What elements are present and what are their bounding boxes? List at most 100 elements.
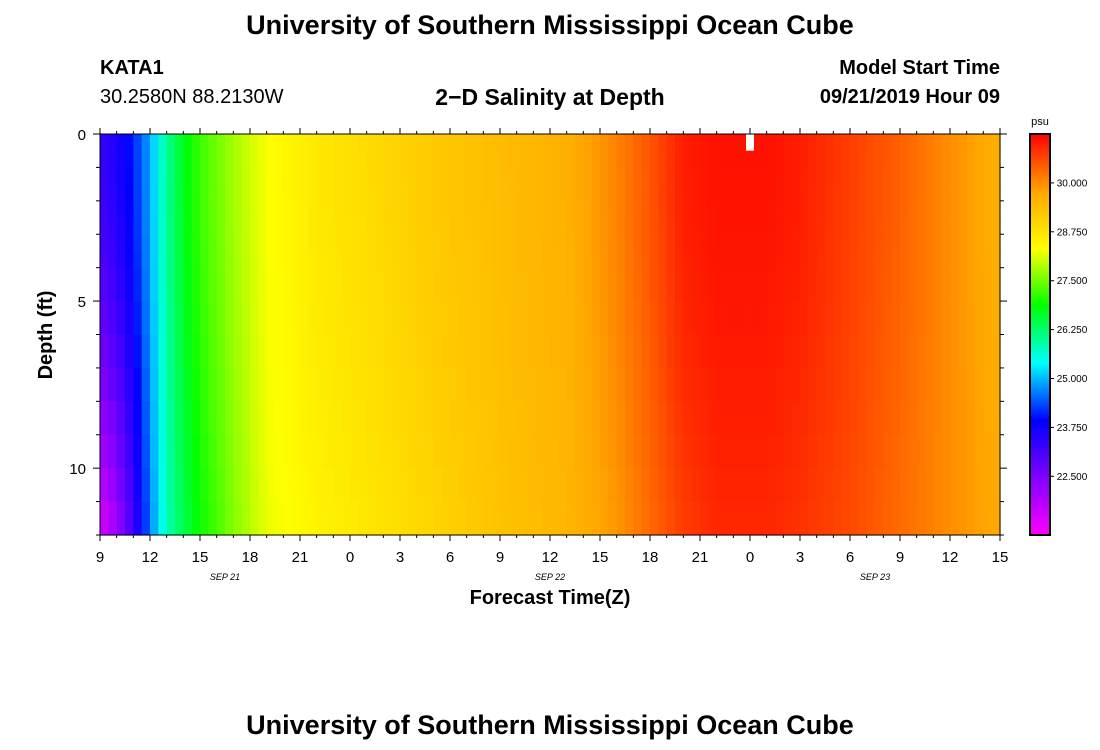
heat-cell (333, 301, 343, 336)
heat-cell (991, 301, 1001, 336)
heat-cell (533, 334, 543, 369)
heat-cell (283, 434, 293, 469)
heat-cell (608, 167, 618, 185)
heat-cell (883, 468, 893, 503)
heat-cell (358, 501, 368, 536)
heat-cell (250, 250, 259, 269)
heat-cell (325, 334, 334, 369)
heat-cell (875, 401, 884, 436)
heat-cell (741, 200, 751, 219)
heat-cell (700, 334, 709, 369)
heat-cell (925, 200, 934, 219)
heat-cell (733, 234, 743, 252)
heat-cell (691, 234, 701, 252)
heat-cell (625, 401, 634, 436)
heat-cell (250, 217, 259, 235)
heat-cell (875, 267, 884, 302)
heat-cell (258, 167, 268, 185)
heat-cell (250, 150, 259, 169)
heat-cell (733, 267, 743, 302)
heat-cell (516, 334, 526, 369)
heat-cell (950, 184, 959, 202)
heat-cell (866, 434, 876, 469)
heat-cell (516, 134, 526, 152)
heat-cell (333, 234, 343, 252)
heat-cell (658, 217, 668, 235)
heat-cell (800, 200, 809, 219)
heat-cell (566, 434, 576, 469)
heat-cell (100, 167, 109, 185)
heat-cell (208, 200, 218, 219)
heat-cell (791, 184, 801, 202)
heat-cell (233, 468, 243, 503)
heat-cell (850, 150, 859, 169)
heat-cell (641, 401, 651, 436)
heat-cell (858, 334, 868, 369)
heat-cell (491, 200, 501, 219)
heat-cell (875, 501, 884, 536)
heat-cell (975, 184, 984, 202)
heat-cell (525, 501, 534, 536)
heat-cell (483, 234, 493, 252)
heat-cell (758, 468, 768, 503)
heat-cell (633, 401, 643, 436)
heat-cell (733, 334, 743, 369)
heat-cell (566, 250, 576, 269)
heat-cell (458, 367, 468, 402)
heat-cell (758, 334, 768, 369)
x-tick-label: 15 (992, 549, 1009, 566)
heat-cell (266, 501, 276, 536)
heat-cell (983, 267, 993, 302)
heat-cell (483, 167, 493, 185)
heat-cell (600, 200, 609, 219)
heat-cell (450, 184, 459, 202)
heat-cell (725, 468, 734, 503)
heat-cell (225, 267, 234, 302)
heat-cell (275, 250, 284, 269)
heat-cell (591, 217, 601, 235)
heat-cell (325, 234, 334, 252)
heat-cell (891, 468, 901, 503)
heat-cell (566, 234, 576, 252)
heat-cell (958, 367, 968, 402)
heat-cell (325, 134, 334, 152)
heat-cell (158, 150, 168, 169)
heat-cell (933, 401, 943, 436)
heat-cell (250, 367, 259, 402)
heat-cell (783, 367, 793, 402)
heat-cell (950, 134, 959, 152)
heat-cell (600, 367, 609, 402)
heat-cell (608, 401, 618, 436)
heat-cell (741, 250, 751, 269)
heat-cell (141, 301, 151, 336)
heat-cell (608, 501, 618, 536)
heat-cell (525, 267, 534, 302)
heat-cell (191, 334, 201, 369)
heat-cell (925, 250, 934, 269)
heat-cell (550, 501, 559, 536)
heat-cell (858, 200, 868, 219)
heat-cell (508, 434, 518, 469)
heat-cell (700, 401, 709, 436)
heat-cell (716, 434, 726, 469)
heat-cell (975, 301, 984, 336)
heat-cell (508, 401, 518, 436)
heat-cell (250, 184, 259, 202)
heat-cell (608, 334, 618, 369)
heat-cell (308, 217, 318, 235)
heat-cell (933, 301, 943, 336)
heat-cell (225, 468, 234, 503)
heat-cell (658, 367, 668, 402)
heat-cell (316, 434, 326, 469)
heat-cell (933, 184, 943, 202)
heat-cell (666, 267, 676, 302)
heat-cell (433, 501, 443, 536)
heat-cell (841, 401, 851, 436)
heat-cell (916, 267, 926, 302)
heat-cell (516, 367, 526, 402)
heat-cell (216, 501, 226, 536)
heat-cell (300, 401, 309, 436)
heat-cell (166, 401, 176, 436)
heat-cell (150, 167, 159, 185)
heat-cell (266, 367, 276, 402)
